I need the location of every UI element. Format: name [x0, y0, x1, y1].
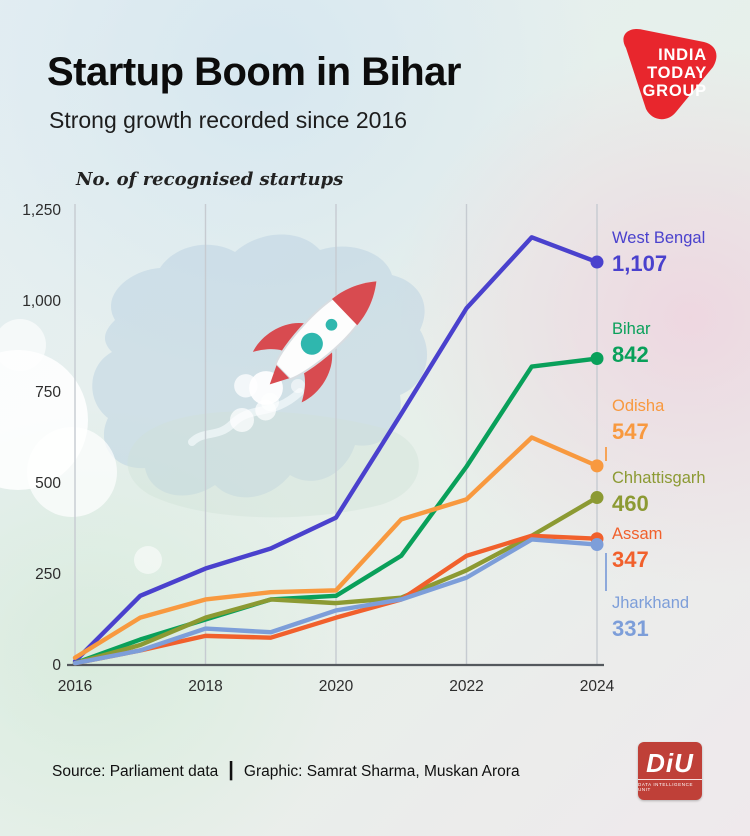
logo-line-2: TODAY: [647, 64, 707, 82]
page-title: Startup Boom in Bihar: [47, 50, 461, 94]
x-tick-label: 2016: [58, 678, 92, 695]
y-tick-label: 500: [35, 475, 61, 492]
smoke-puff: [230, 408, 254, 432]
rocket-illustration: [234, 280, 378, 421]
x-tick-label: 2020: [319, 678, 354, 695]
x-tick-label: 2022: [449, 678, 483, 695]
series-endpoint-bihar: [590, 352, 604, 366]
rocket-window-small: [325, 318, 338, 331]
series-line-chhattisgarh: [72, 495, 600, 666]
x-tick-label: 2018: [188, 678, 222, 695]
smoke-puff: [291, 379, 305, 393]
rocket-nose: [331, 281, 377, 326]
chart-axis-title: No. of recognised startups: [76, 169, 344, 190]
series-endpoint-odisha: [590, 459, 604, 473]
footer: Source: Parliament data | Graphic: Samra…: [52, 759, 520, 783]
series-line-odisha: [72, 435, 600, 660]
footer-divider: |: [228, 759, 234, 781]
rocket-tail-flame: [269, 365, 290, 385]
y-tick-label: 250: [35, 566, 61, 583]
series-line-assam: [72, 533, 600, 666]
y-tick-label: 1,000: [22, 293, 61, 310]
rocket-fin-left: [252, 322, 305, 352]
y-tick-label: 0: [52, 657, 61, 674]
india-today-group-logo: INDIA TODAY GROUP: [623, 28, 717, 120]
cloud: [134, 546, 162, 574]
x-tick-label: 2024: [580, 678, 615, 695]
rocket-fin-right: [301, 351, 333, 403]
graphic-credit: Graphic: Samrat Sharma, Muskan Arora: [243, 762, 520, 780]
cloud: [27, 427, 117, 517]
logo-line-1: INDIA: [658, 46, 707, 64]
page-subtitle: Strong growth recorded since 2016: [49, 107, 407, 133]
series-endpoint-jharkhand: [590, 538, 604, 552]
rocket-window-large: [300, 332, 323, 355]
cloud: [0, 319, 46, 371]
series-line-bihar: [72, 356, 600, 666]
diu-logo-text: DiU: [646, 748, 694, 778]
logo-shield-shape: [623, 28, 717, 120]
series-line-west-bengal: [72, 235, 600, 664]
series-endpoint-west-bengal: [590, 255, 604, 269]
y-tick-label: 750: [35, 384, 61, 401]
source-credit: Source: Parliament data: [52, 762, 219, 780]
series-endpoint-chhattisgarh: [590, 491, 604, 505]
series-line-jharkhand: [72, 537, 600, 666]
diu-logo-caption: DATA INTELLIGENCE UNIT: [638, 779, 702, 792]
diu-logo: DiU DATA INTELLIGENCE UNIT: [638, 742, 702, 800]
logo-line-3: GROUP: [642, 82, 707, 100]
y-tick-label: 1,250: [22, 202, 61, 219]
